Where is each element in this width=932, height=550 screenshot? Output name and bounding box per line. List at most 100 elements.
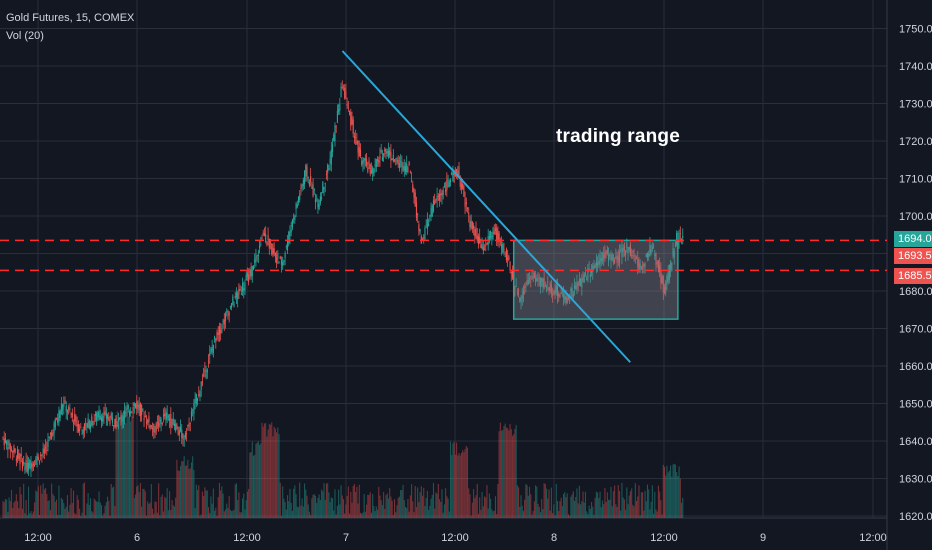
volume-bar — [233, 509, 235, 518]
volume-bar — [643, 510, 645, 518]
candle-body — [184, 432, 186, 439]
candle-body — [278, 261, 280, 264]
candle-body — [301, 184, 303, 188]
candle-body — [520, 297, 522, 303]
volume-bar — [614, 485, 616, 518]
volume-bar — [30, 511, 32, 518]
candle-body — [40, 455, 42, 456]
candle-body — [139, 403, 141, 417]
volume-series — [2, 411, 684, 518]
volume-bar — [633, 506, 635, 518]
volume-bar — [653, 513, 655, 518]
candle-body — [83, 423, 86, 431]
volume-bar — [29, 513, 31, 518]
candle-body — [200, 381, 202, 390]
candle-body — [6, 441, 8, 445]
volume-bar — [277, 427, 279, 518]
candle-body — [550, 284, 552, 294]
candle-body — [313, 189, 315, 191]
volume-bar — [361, 513, 363, 518]
symbol-title[interactable]: Gold Futures, 15, COMEX — [6, 12, 135, 24]
volume-bar — [143, 488, 145, 518]
candle-body — [629, 244, 632, 256]
volume-bar — [108, 500, 110, 518]
volume-bar — [501, 430, 503, 518]
volume-bar — [460, 452, 462, 518]
volume-bar — [310, 515, 312, 518]
trading-range-annotation[interactable]: trading range — [556, 126, 681, 147]
volume-bar — [385, 495, 387, 518]
volume-bar — [515, 425, 517, 518]
volume-bar — [477, 513, 480, 518]
candle-body — [451, 172, 453, 176]
candle-body — [48, 436, 50, 438]
volume-bar — [390, 496, 392, 518]
candle-body — [216, 331, 218, 339]
candle-body — [637, 258, 639, 267]
candle-body — [676, 232, 678, 245]
candle-body — [477, 236, 480, 245]
candle-body — [400, 160, 402, 162]
candle-body — [494, 228, 497, 232]
candle-body — [423, 237, 425, 239]
candle-body — [136, 401, 138, 409]
volume-bar — [46, 493, 48, 518]
volume-bar — [592, 506, 594, 518]
volume-bar — [245, 500, 247, 518]
volume-bar — [413, 511, 415, 518]
volume-bar — [440, 501, 442, 518]
volume-bar — [415, 507, 417, 518]
candle-body — [242, 283, 244, 292]
candle-body — [372, 167, 374, 174]
candle-body — [350, 111, 352, 127]
volume-bar — [319, 500, 321, 518]
volume-bar — [378, 486, 380, 518]
candle-body — [8, 440, 10, 446]
candle-body — [312, 184, 314, 197]
volume-bar — [304, 483, 306, 518]
volume-bar — [367, 494, 369, 518]
volume-bar — [188, 469, 190, 518]
volume-bar — [606, 492, 608, 518]
volume-indicator-label[interactable]: Vol (20) — [6, 30, 44, 42]
volume-bar — [346, 495, 348, 518]
candle-body — [333, 134, 335, 142]
candle-body — [415, 202, 417, 218]
volume-bar — [286, 495, 289, 518]
volume-bar — [329, 502, 331, 518]
price-tag-level-upper: 1693.5 — [894, 248, 932, 264]
candle-body — [367, 167, 369, 172]
candle-body — [71, 412, 73, 418]
volume-bar — [293, 488, 295, 518]
candle-body — [274, 252, 276, 258]
candle-body — [195, 393, 197, 404]
volume-bar — [76, 495, 78, 518]
candle-body — [470, 220, 472, 229]
candle-body — [235, 293, 238, 298]
volume-bar — [4, 499, 6, 518]
volume-bar — [147, 501, 149, 518]
volume-bar — [255, 443, 257, 518]
volume-bar — [499, 422, 501, 518]
volume-bar — [651, 485, 653, 518]
volume-bar — [148, 504, 150, 518]
candle-body — [628, 247, 630, 250]
candle-body — [601, 258, 604, 261]
volume-bar — [47, 501, 49, 518]
candle-body — [190, 411, 193, 420]
candle-body — [413, 189, 415, 198]
volume-bar — [640, 492, 642, 518]
volume-bar — [578, 485, 580, 518]
volume-bar — [463, 452, 465, 518]
candle-body — [286, 240, 289, 250]
volume-bar — [166, 488, 168, 518]
candle-body — [548, 287, 550, 292]
candle-body — [169, 417, 171, 421]
candle-body — [459, 176, 461, 187]
candle-body — [314, 199, 317, 203]
candle-body — [558, 294, 560, 297]
volume-bar — [676, 472, 678, 518]
volume-bar — [532, 511, 534, 518]
candle-body — [406, 163, 408, 173]
